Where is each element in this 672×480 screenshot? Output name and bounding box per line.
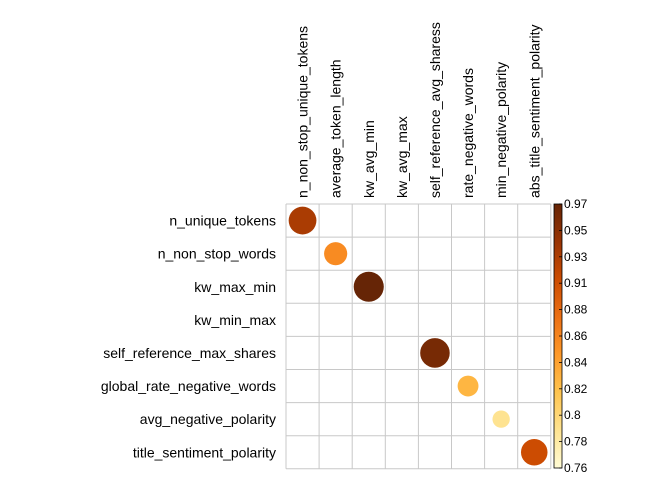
colorbar-tick-label: 0.86 xyxy=(564,329,588,343)
colorbar-tick-label: 0.88 xyxy=(564,303,588,317)
row-label: kw_min_max xyxy=(194,312,276,328)
colorbar-tick-label: 0.93 xyxy=(564,250,588,264)
column-label: abs_title_sentiment_polarity xyxy=(526,24,542,198)
row-label: n_non_stop_words xyxy=(158,246,276,262)
row-label: kw_max_min xyxy=(194,279,276,295)
colorbar-tick-label: 0.76 xyxy=(564,461,588,475)
column-label: n_non_stop_unique_tokens xyxy=(295,26,311,198)
correlation-circle xyxy=(288,206,317,235)
row-label: title_sentiment_polarity xyxy=(133,444,276,460)
column-labels: n_non_stop_unique_tokens average_token_le… xyxy=(295,22,543,198)
row-label: self_reference_max_shares xyxy=(103,345,276,361)
colorbar: 0.97 0.95 0.93 0.91 0.88 0.86 0.84 0.82 0.8 0.78 0… xyxy=(553,197,588,475)
column-label: kw_avg_max xyxy=(394,116,410,198)
correlation-circle xyxy=(520,438,548,466)
colorbar-tick-label: 0.97 xyxy=(564,197,588,211)
colorbar-tick-label: 0.95 xyxy=(564,223,588,237)
row-label: n_unique_tokens xyxy=(169,213,276,229)
colorbar-tick-label: 0.84 xyxy=(564,355,588,369)
colorbar-tick-label: 0.8 xyxy=(564,408,581,422)
correlation-circle xyxy=(420,338,450,368)
correlation-circle xyxy=(353,271,384,302)
correlation-circle xyxy=(457,375,479,397)
row-label: avg_negative_polarity xyxy=(140,411,276,427)
column-label: self_reference_avg_sharess xyxy=(427,22,443,198)
row-label: global_rate_negative_words xyxy=(101,378,276,394)
row-labels: n_unique_tokens n_non_stop_words kw_max_mi… xyxy=(101,213,276,461)
colorbar-tick-label: 0.78 xyxy=(564,435,588,449)
column-label: average_token_length xyxy=(328,59,344,198)
column-label: rate_negative_words xyxy=(460,68,476,198)
grid xyxy=(285,203,552,470)
column-label: kw_avg_min xyxy=(361,120,377,198)
correlation-circles xyxy=(288,206,548,466)
colorbar-tick-label: 0.82 xyxy=(564,382,588,396)
correlation-circle xyxy=(492,410,510,428)
colorbar-tick-label: 0.91 xyxy=(564,276,588,290)
correlation-circle xyxy=(324,242,348,266)
column-label: min_negative_polarity xyxy=(493,62,509,198)
